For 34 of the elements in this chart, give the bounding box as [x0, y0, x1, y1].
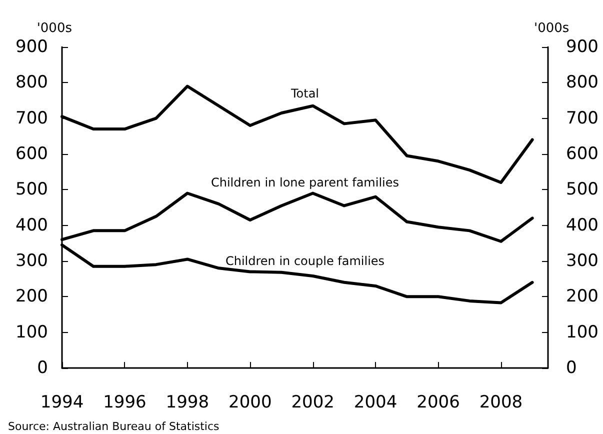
y2-tick-label: 900	[566, 37, 598, 57]
y-tick-label: 600	[16, 144, 48, 164]
y2-tick-label: 800	[566, 72, 598, 93]
y-tick-label: 800	[16, 72, 48, 93]
y2-tick-label: 700	[566, 108, 598, 128]
y2-tick-label: 400	[566, 215, 598, 236]
y-tick-label: 400	[16, 215, 48, 236]
y-tick-label: 200	[16, 286, 48, 307]
series-label: Total	[290, 86, 320, 101]
y-tick-label: 300	[16, 251, 48, 271]
y-tick-label: 700	[16, 108, 48, 128]
y2-tick-label: 300	[566, 251, 598, 271]
x-tick-label: 1996	[103, 392, 146, 412]
y2-tick-label: 500	[566, 180, 598, 200]
y2-tick-label: 600	[566, 144, 598, 164]
x-tick-label: 1998	[166, 392, 210, 412]
source-note: Source: Australian Bureau of Statistics	[8, 420, 220, 433]
x-tick-label: 2000	[228, 392, 272, 412]
y-tick-label: 0	[37, 358, 48, 378]
x-tick-label: 2006	[416, 392, 460, 412]
y-tick-label: 500	[16, 180, 48, 200]
y2-axis-title: '000s	[534, 21, 570, 36]
y2-tick-label: 100	[566, 322, 598, 342]
x-tick-label: 2002	[291, 392, 334, 412]
y2-tick-label: 200	[566, 286, 598, 307]
y-tick-label: 100	[16, 322, 48, 342]
y2-tick-label: 0	[566, 358, 577, 378]
y-tick-label: 900	[16, 37, 48, 57]
series-label: Children in lone parent families	[210, 175, 400, 190]
x-tick-label: 1994	[40, 392, 84, 412]
series-label: Children in couple families	[225, 254, 385, 268]
x-tick-label: 2004	[354, 392, 398, 412]
y-axis-title: '000s	[36, 21, 72, 36]
x-tick-label: 2008	[479, 392, 523, 412]
